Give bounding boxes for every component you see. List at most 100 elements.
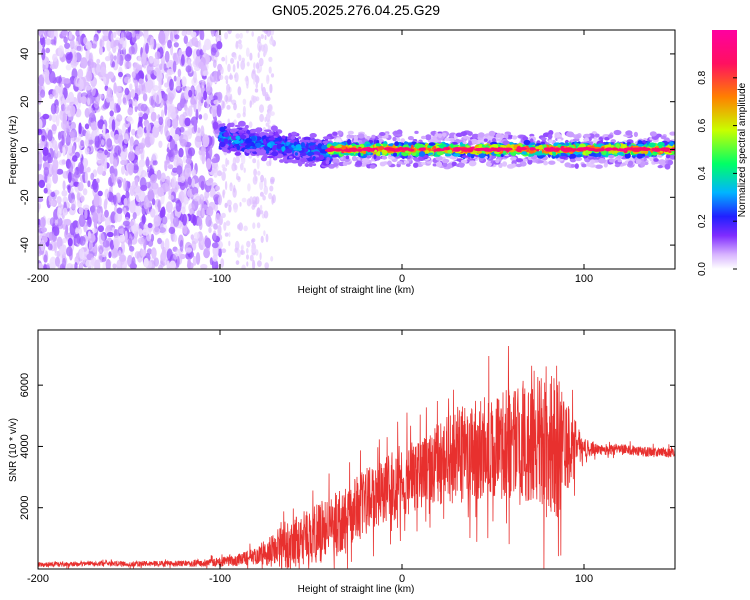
spectrogram-cell xyxy=(42,155,48,162)
spectrogram-cell xyxy=(552,151,556,157)
spectrogram-cell xyxy=(78,207,84,215)
spectrogram-cell xyxy=(216,104,222,118)
spectrogram-cell xyxy=(179,139,188,147)
spectrogram-cell xyxy=(85,133,93,141)
spectrogram-cell xyxy=(294,152,298,156)
spectrogram-cell xyxy=(41,227,47,233)
spectrogram-cell xyxy=(152,125,160,138)
spectrogram-cell xyxy=(502,161,508,167)
spectrogram-cell xyxy=(65,52,73,61)
spectrogram-cell xyxy=(215,185,220,191)
spectrogram-cell xyxy=(93,218,98,229)
spectrogram-cell xyxy=(158,31,166,44)
spectrogram-cell xyxy=(523,139,531,146)
spectrogram-cell xyxy=(193,232,200,240)
spectrogram-cell xyxy=(259,104,264,113)
spectrogram-cell xyxy=(559,156,567,160)
spectrogram-cell xyxy=(361,157,370,163)
spectrogram-cell xyxy=(48,94,54,100)
spectrogram-cell xyxy=(106,39,112,52)
spectrogram-cell xyxy=(190,213,196,224)
spectrogram-cell xyxy=(165,130,170,141)
spectrogram-cell xyxy=(153,120,161,128)
spectrogram-cell xyxy=(424,150,430,154)
spectrogram-cell xyxy=(169,78,174,91)
spectrogram-cell xyxy=(64,47,70,54)
spectrogram-cell xyxy=(396,161,403,165)
spectrogram-cell xyxy=(515,158,524,163)
spectrogram-cell xyxy=(369,164,376,169)
spectrogram-cell xyxy=(93,193,100,207)
spectrogram-cell xyxy=(202,44,207,54)
spectrogram-cell xyxy=(157,186,164,197)
spectrogram-cell xyxy=(274,131,278,135)
spectrogram-cell xyxy=(290,136,296,140)
spectrogram-cell xyxy=(124,87,130,96)
spectrogram-cell xyxy=(117,96,122,106)
spectrogram-cell xyxy=(219,218,222,226)
spectrogram-cell xyxy=(610,147,619,151)
spectrogram-cell xyxy=(209,72,217,83)
spectrogram-cell xyxy=(100,154,105,167)
spectrogram-cell xyxy=(265,149,270,154)
spectrogram-cell xyxy=(146,129,150,137)
spectrogram-cell xyxy=(248,121,253,128)
spectrogram-cell xyxy=(82,204,90,211)
spectrogram-cell xyxy=(246,254,249,260)
spectrogram-cell xyxy=(665,154,671,159)
spectrogram-cell xyxy=(177,176,183,183)
spectrogram-cell xyxy=(263,210,269,219)
spectrogram-cell xyxy=(259,191,264,197)
spectrogram-cell xyxy=(104,247,109,257)
spectrogram-cell xyxy=(206,41,210,50)
spectrogram-cell xyxy=(428,142,436,146)
spectrogram-cell xyxy=(636,153,643,159)
spectrogram-cell xyxy=(102,240,110,248)
spectrogram-cell xyxy=(627,160,634,167)
spectrogram-cell xyxy=(657,165,663,169)
spectrogram-cell xyxy=(42,147,49,157)
spectrogram-cell xyxy=(228,139,232,145)
spectrogram-cell xyxy=(172,60,177,73)
spectrogram-cell xyxy=(61,159,66,165)
spectrogram-cell xyxy=(260,34,264,40)
spectrogram-cell xyxy=(42,71,48,79)
spectrogram-cell xyxy=(154,51,161,60)
spectrogram-cell xyxy=(235,260,240,265)
spectrogram-cell xyxy=(170,111,177,119)
spectrogram-cell xyxy=(213,223,218,230)
spectrogram-cell xyxy=(116,51,121,65)
spectrogram-cell xyxy=(133,62,140,74)
spectrogram-cell xyxy=(145,42,149,54)
spectrogram-cell xyxy=(259,252,262,261)
spectrogram-cell xyxy=(179,98,185,109)
spectrogram-cell xyxy=(540,137,547,141)
spectrogram-cell xyxy=(357,133,365,139)
spectrogram-cell xyxy=(204,101,208,107)
spectrogram-cell xyxy=(436,161,443,168)
spectrogram-cell xyxy=(649,156,654,162)
spectrogram-cell xyxy=(113,41,117,48)
spectrogram-cell xyxy=(164,238,170,251)
spectrogram-cell xyxy=(161,215,168,225)
spectrogram-cell xyxy=(540,141,546,145)
spectrogram-cell xyxy=(223,221,227,231)
spectrogram-cell xyxy=(495,158,500,164)
spectrogram-cell xyxy=(624,152,631,159)
spectrogram-cell xyxy=(210,30,216,37)
spectrogram-cell xyxy=(212,59,217,68)
spectrogram-cell xyxy=(242,98,247,106)
spectrogram-cell xyxy=(238,39,242,45)
spectrogram-cell xyxy=(437,133,443,139)
spectrogram-cell xyxy=(152,159,158,166)
spectrogram-cell xyxy=(229,93,233,103)
spectrogram-cell xyxy=(202,74,207,80)
spectrogram-cell xyxy=(435,155,443,161)
spectrogram-cell xyxy=(224,180,228,191)
spectrogram-cell xyxy=(637,143,644,147)
spectrogram-cell xyxy=(181,206,186,214)
spectrogram-cell xyxy=(118,250,122,257)
spectrogram-cell xyxy=(303,136,311,142)
spectrogram-cell xyxy=(511,163,517,168)
spectrogram-cell xyxy=(237,86,242,96)
